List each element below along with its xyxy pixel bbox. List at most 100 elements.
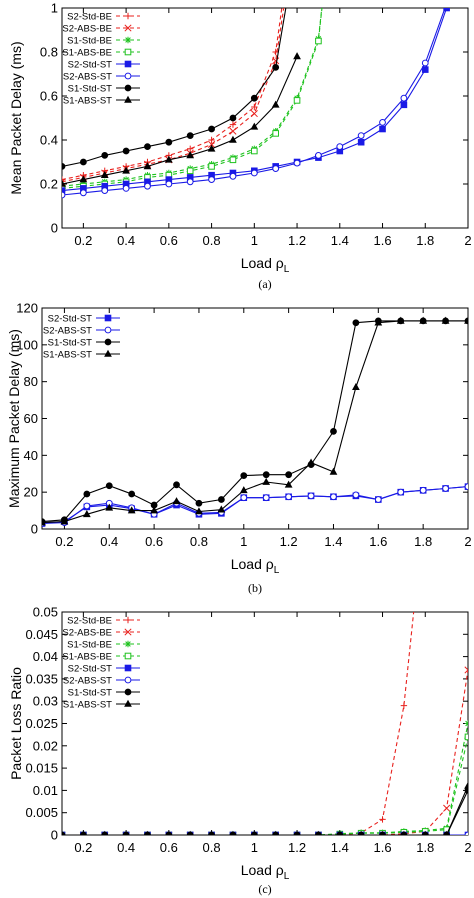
point-s1-abs-st (401, 830, 407, 835)
legend-marker-s2-abs-st (104, 326, 112, 334)
legend-label-s1-std-be: S1-Std-BE (67, 36, 112, 47)
point-s2-abs-st (101, 187, 109, 195)
point-s1-std-st (128, 490, 136, 498)
y-tick-label: 0.005 (25, 805, 58, 820)
point-s2-abs-st (144, 182, 151, 190)
legend-label-s2-std-st: S2-Std-ST (68, 664, 113, 675)
point-s2-abs-st (444, 1, 450, 7)
legend-marker-s1-abs-st (124, 95, 132, 103)
point-s1-abs-st (166, 830, 172, 835)
legend-marker-s1-std-st (124, 84, 132, 92)
point-s1-abs-st (294, 830, 300, 835)
point-s2-abs-st (165, 180, 173, 188)
point-s2-abs-st (83, 502, 91, 510)
legend: S2-Std-BES2-ABS-BES1-Std-BES1-ABS-BES2-S… (62, 12, 140, 107)
point-s1-abs-be (272, 130, 279, 137)
point-s1-abs-st (250, 122, 259, 130)
point-s1-abs-st (251, 830, 257, 835)
legend-marker-s1-abs-be (124, 652, 132, 660)
legend-label-s1-std-st: S1-Std-ST (48, 338, 93, 349)
point-s2-abs-st (208, 176, 215, 184)
point-s2-abs-st (293, 159, 301, 167)
y-tick-label: 0 (31, 522, 38, 537)
legend-label-s2-abs-st: S2-ABS-ST (63, 676, 112, 687)
legend-label-s1-abs-st: S1-ABS-ST (63, 700, 112, 711)
y-tick-label: 0.8 (40, 45, 58, 60)
y-tick-label: 0.4 (40, 133, 58, 148)
point-s2-std-be (400, 702, 408, 709)
series-line-s2-std-be (62, 612, 415, 835)
y-tick-label: 0.025 (25, 716, 58, 731)
legend-marker-s1-abs-be (124, 48, 132, 56)
point-s2-abs-be (250, 110, 258, 118)
chart-maximum-packet-delay: 0.2 0.4 0.6 0.8 1 1.2 1.4 1.6 1.8 202040608010012… (6, 301, 472, 596)
point-s1-abs-st (337, 830, 343, 835)
point-s2-std-st (443, 8, 450, 12)
series-line-s2-abs-be (62, 669, 468, 835)
legend-label-s2-abs-st: S2-ABS-ST (43, 326, 92, 337)
y-tick-label: 0.05 (33, 605, 58, 620)
point-s2-std-st (421, 66, 429, 73)
point-s1-abs-st (229, 135, 237, 143)
point-s1-std-st (79, 158, 87, 166)
point-s2-std-be (251, 103, 258, 111)
point-s1-abs-st (62, 179, 66, 187)
point-s1-abs-st (186, 151, 195, 159)
point-s1-std-st (240, 472, 248, 479)
legend-label-s1-abs-be: S1-ABS-BE (62, 48, 112, 59)
legend-marker-s2-abs-be (124, 24, 132, 32)
point-s2-abs-st (272, 165, 280, 173)
point-s1-abs-be (186, 167, 194, 175)
point-s1-abs-be (293, 97, 301, 104)
y-tick-label: 0 (51, 828, 58, 843)
series-line-s2-abs-be (62, 8, 285, 183)
x-tick-label: 1 (251, 233, 258, 248)
point-s2-abs-st (421, 59, 429, 67)
x-tick-label: 2 (464, 233, 471, 248)
point-s1-std-st (352, 319, 360, 327)
x-tick-label: 0.6 (160, 840, 178, 855)
point-s1-abs-st (217, 505, 226, 513)
point-s1-abs-st (195, 507, 203, 515)
point-s2-abs-st (122, 185, 130, 192)
legend-label-s1-abs-st: S1-ABS-ST (63, 96, 112, 107)
legend-marker-s2-std-be (124, 616, 132, 624)
point-s2-abs-st (330, 493, 337, 501)
point-s1-abs-st (172, 497, 181, 505)
point-s1-abs-st (150, 506, 158, 514)
point-s1-abs-be (208, 163, 215, 170)
point-s2-abs-st (419, 486, 427, 494)
point-s2-abs-be (272, 57, 280, 65)
legend-label-s2-abs-be: S2-ABS-BE (62, 628, 112, 639)
point-s1-abs-st (105, 503, 114, 511)
point-s2-abs-st (374, 496, 382, 503)
point-s1-abs-be (229, 156, 237, 164)
legend-marker-s1-std-st (104, 338, 112, 346)
series-layer (42, 316, 468, 527)
point-s2-abs-st (442, 485, 449, 492)
y-tick-label: 120 (16, 301, 38, 316)
x-tick-label: 0.2 (74, 840, 92, 855)
series-line-s1-std-st (62, 8, 287, 167)
point-s1-abs-be (464, 733, 468, 741)
legend-label-s2-abs-st: S2-ABS-ST (63, 72, 112, 83)
point-s2-abs-st (336, 143, 344, 151)
plot-frame (61, 611, 469, 836)
x-tick-label: 1.8 (416, 233, 434, 248)
legend-marker-s2-std-st (124, 60, 132, 68)
point-s1-abs-st (100, 170, 109, 178)
series-line-s1-abs-be (62, 736, 468, 835)
point-s1-abs-st (464, 316, 468, 324)
point-s2-abs-st (229, 172, 237, 180)
point-s2-abs-be (443, 804, 451, 812)
point-s1-std-st (229, 114, 237, 122)
x-tick-label: 0.4 (117, 233, 135, 248)
point-s1-std-st (173, 481, 180, 489)
point-s1-abs-st (82, 510, 91, 518)
x-tick-label: 1.6 (373, 233, 391, 248)
point-s2-abs-be (229, 127, 237, 135)
point-s2-abs-st (379, 119, 386, 126)
x-tick-label: 0.6 (145, 534, 163, 549)
legend-label-s1-abs-be: S1-ABS-BE (62, 652, 112, 663)
legend-marker-s2-std-be (124, 12, 132, 20)
